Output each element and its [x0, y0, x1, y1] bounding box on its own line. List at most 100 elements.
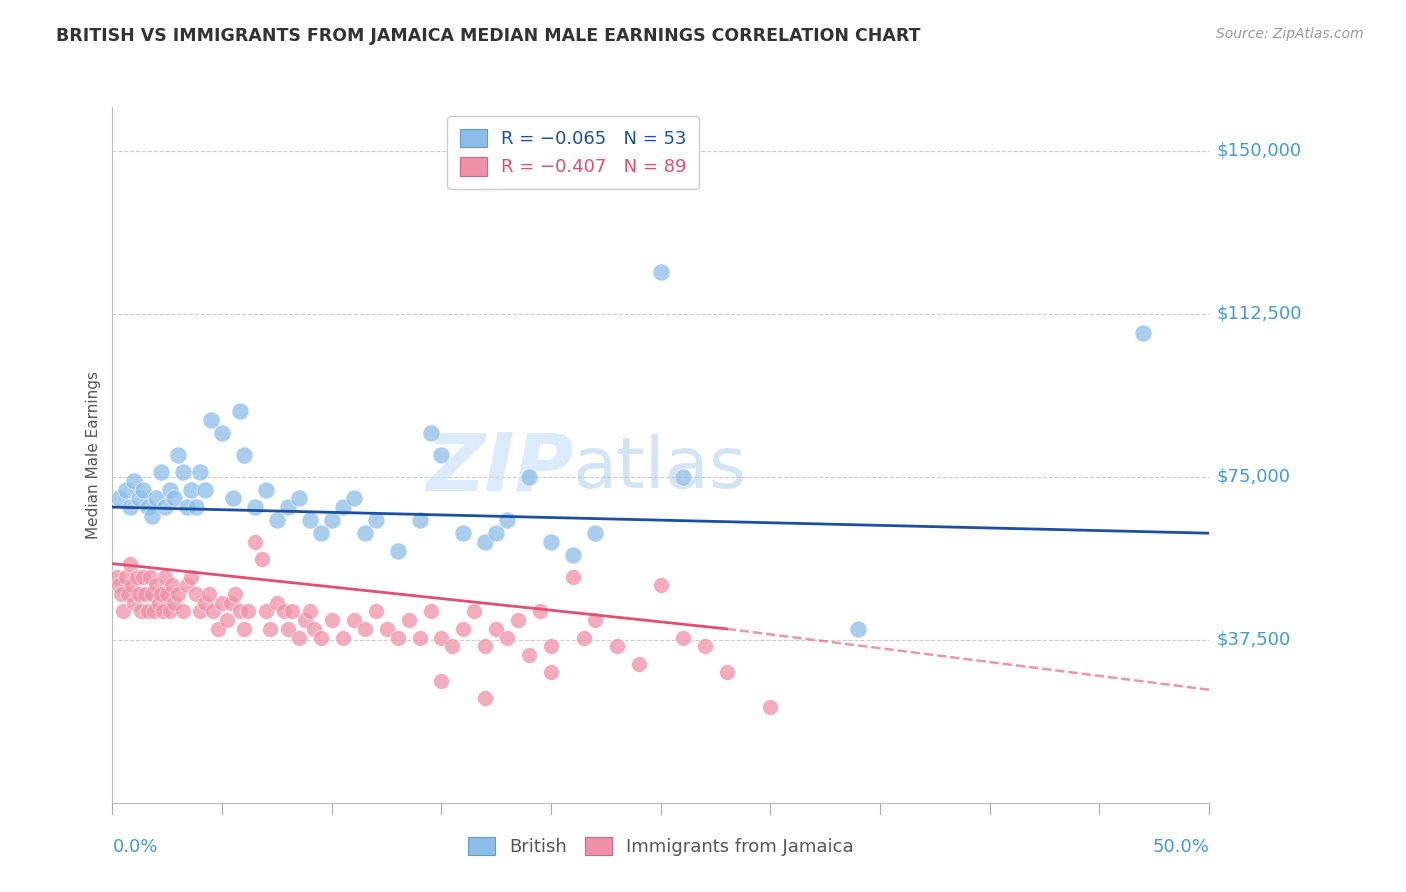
Point	[153, 570, 176, 584]
Point	[188, 466, 211, 480]
Text: ZIP: ZIP	[426, 430, 574, 508]
Point	[118, 500, 141, 514]
Point	[228, 404, 250, 418]
Point	[121, 578, 143, 592]
Point	[529, 605, 551, 619]
Point	[583, 526, 606, 541]
Point	[332, 500, 354, 514]
Point	[606, 639, 628, 653]
Point	[273, 605, 295, 619]
Point	[152, 605, 174, 619]
Point	[184, 587, 207, 601]
Point	[124, 596, 146, 610]
Text: atlas: atlas	[574, 434, 748, 503]
Point	[353, 526, 375, 541]
Text: BRITISH VS IMMIGRANTS FROM JAMAICA MEDIAN MALE EARNINGS CORRELATION CHART: BRITISH VS IMMIGRANTS FROM JAMAICA MEDIA…	[56, 27, 921, 45]
Point	[118, 557, 141, 571]
Point	[1132, 326, 1154, 341]
Point	[149, 587, 172, 601]
Point	[364, 513, 387, 527]
Point	[243, 535, 266, 549]
Point	[125, 570, 148, 584]
Point	[159, 483, 181, 497]
Point	[846, 622, 869, 636]
Point	[463, 605, 485, 619]
Point	[288, 491, 311, 506]
Point	[572, 631, 595, 645]
Point	[298, 513, 321, 527]
Point	[211, 426, 233, 441]
Point	[194, 483, 217, 497]
Point	[441, 639, 464, 653]
Point	[266, 513, 288, 527]
Point	[277, 622, 299, 636]
Point	[250, 552, 273, 566]
Point	[343, 613, 366, 627]
Point	[650, 578, 672, 592]
Point	[309, 526, 332, 541]
Point	[233, 448, 256, 462]
Point	[430, 674, 453, 689]
Point	[485, 526, 508, 541]
Point	[430, 631, 453, 645]
Point	[474, 691, 496, 706]
Point	[332, 631, 354, 645]
Point	[254, 605, 277, 619]
Point	[180, 570, 202, 584]
Point	[136, 605, 159, 619]
Point	[132, 570, 155, 584]
Point	[108, 491, 131, 506]
Point	[266, 596, 288, 610]
Point	[180, 483, 202, 497]
Point	[321, 513, 343, 527]
Point	[198, 587, 221, 601]
Point	[114, 483, 136, 497]
Point	[211, 596, 233, 610]
Point	[222, 491, 245, 506]
Point	[375, 622, 398, 636]
Point	[149, 466, 172, 480]
Point	[243, 500, 266, 514]
Point	[139, 570, 162, 584]
Point	[759, 700, 782, 714]
Point	[143, 605, 166, 619]
Point	[148, 596, 170, 610]
Point	[387, 543, 409, 558]
Point	[343, 491, 366, 506]
Point	[408, 513, 430, 527]
Legend: British, Immigrants from Jamaica: British, Immigrants from Jamaica	[460, 830, 862, 863]
Point	[540, 535, 562, 549]
Point	[156, 587, 179, 601]
Point	[117, 587, 139, 601]
Point	[387, 631, 409, 645]
Point	[562, 570, 585, 584]
Point	[134, 587, 156, 601]
Point	[128, 587, 150, 601]
Point	[496, 513, 519, 527]
Point	[298, 605, 321, 619]
Point	[517, 469, 540, 483]
Point	[474, 639, 496, 653]
Point	[281, 605, 304, 619]
Text: 0.0%: 0.0%	[112, 838, 157, 855]
Point	[321, 613, 343, 627]
Point	[167, 448, 190, 462]
Point	[153, 500, 176, 514]
Point	[408, 631, 430, 645]
Point	[159, 605, 181, 619]
Text: Source: ZipAtlas.com: Source: ZipAtlas.com	[1216, 27, 1364, 41]
Point	[650, 265, 672, 279]
Point	[485, 622, 508, 636]
Point	[259, 622, 281, 636]
Point	[200, 413, 222, 427]
Point	[215, 613, 238, 627]
Point	[353, 622, 375, 636]
Point	[364, 605, 387, 619]
Point	[129, 605, 152, 619]
Point	[228, 605, 250, 619]
Text: $75,000: $75,000	[1216, 467, 1291, 485]
Point	[124, 474, 146, 488]
Point	[474, 535, 496, 549]
Point	[517, 648, 540, 662]
Point	[141, 508, 163, 523]
